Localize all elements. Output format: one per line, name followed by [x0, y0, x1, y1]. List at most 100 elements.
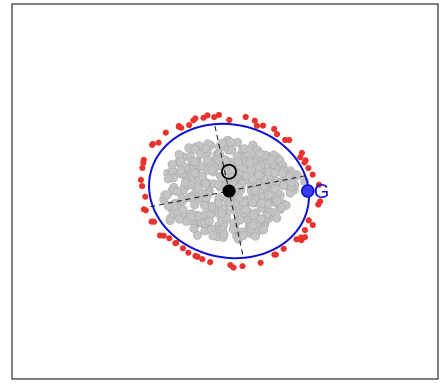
outlier-point [315, 181, 323, 188]
interior-point [225, 198, 235, 208]
labeled-point-marker [301, 184, 315, 198]
interior-point [180, 178, 190, 188]
interior-point [172, 187, 182, 197]
interior-point [226, 138, 236, 148]
outlier-point [185, 249, 192, 256]
outlier-points [137, 111, 324, 271]
interior-point [263, 190, 273, 200]
interior-point [251, 231, 261, 241]
outlier-point [142, 193, 149, 200]
interior-point [198, 172, 208, 182]
outlier-point [140, 206, 147, 213]
outlier-point [253, 122, 260, 129]
interior-point [162, 190, 172, 200]
outlier-point [301, 159, 308, 166]
interior-point [241, 171, 251, 181]
outlier-point [309, 222, 316, 229]
interior-point [176, 166, 186, 176]
outlier-point [148, 218, 155, 225]
interior-point [248, 198, 258, 208]
interior-point [255, 148, 265, 158]
interior-point [217, 208, 227, 218]
interior-point [266, 155, 276, 165]
outlier-point [282, 136, 289, 144]
interior-point [203, 156, 213, 166]
outlier-point [200, 114, 207, 121]
fitted-ellipse [148, 122, 310, 260]
interior-point [190, 144, 200, 154]
interior-point [254, 170, 264, 180]
interior-point [249, 210, 259, 220]
labeled-point-label: G [314, 181, 330, 203]
interior-point [167, 160, 177, 170]
interior-point [279, 181, 289, 191]
outlier-point [140, 156, 147, 163]
filled-center-marker [222, 184, 236, 198]
outlier-point [162, 129, 169, 136]
interior-point [250, 186, 260, 196]
interior-point [201, 144, 211, 154]
outlier-point [309, 171, 316, 178]
outlier-point [211, 114, 218, 121]
interior-point [248, 175, 258, 185]
interior-points [159, 135, 310, 244]
interior-point [219, 229, 229, 239]
interior-point [186, 193, 196, 203]
outlier-point [301, 227, 309, 234]
outlier-point [172, 240, 179, 247]
interior-point [233, 157, 243, 167]
interior-point [204, 217, 214, 227]
outlier-point [317, 198, 324, 205]
outlier-point [149, 140, 156, 148]
interior-point [240, 144, 250, 154]
interior-point [228, 224, 238, 234]
interior-point [178, 205, 188, 215]
outlier-point [139, 183, 146, 190]
interior-point [190, 168, 200, 178]
outlier-point [271, 125, 278, 133]
open-circle-marker [221, 163, 237, 180]
outlier-point [257, 259, 264, 266]
interior-point [208, 231, 218, 241]
interior-point [248, 220, 258, 230]
outlier-point [186, 122, 193, 129]
outlier-point [215, 111, 222, 119]
interior-point [277, 168, 287, 178]
outlier-point [239, 263, 246, 270]
outlier-point [305, 165, 312, 172]
interior-point [189, 156, 199, 166]
outlier-point [190, 117, 197, 124]
interior-point [272, 196, 282, 206]
outlier-point [166, 235, 173, 242]
interior-point [234, 193, 244, 203]
interior-point [196, 149, 206, 159]
interior-point [201, 193, 211, 203]
interior-point [200, 201, 210, 211]
outlier-point [226, 116, 233, 124]
outlier-point [207, 259, 214, 266]
outlier-point [137, 176, 144, 183]
outlier-point [301, 234, 309, 241]
interior-point [217, 138, 227, 148]
outlier-point [272, 251, 279, 258]
interior-point [276, 203, 286, 213]
interior-point [272, 213, 282, 223]
outlier-point [280, 245, 287, 252]
interior-point [270, 184, 280, 194]
outlier-point [160, 232, 167, 239]
outlier-point [230, 264, 237, 271]
interior-point [245, 158, 255, 168]
outlier-point [259, 122, 267, 129]
interior-point [257, 198, 267, 208]
interior-point [207, 165, 217, 175]
outlier-point [273, 131, 281, 138]
outlier-point [297, 154, 304, 161]
outlier-point [242, 113, 249, 121]
interior-point [235, 215, 245, 225]
interior-point [163, 201, 173, 211]
interior-point [201, 179, 211, 189]
outlier-point [194, 253, 201, 260]
outlier-point [155, 139, 162, 146]
outlier-point [305, 217, 312, 224]
interior-point [227, 145, 237, 155]
